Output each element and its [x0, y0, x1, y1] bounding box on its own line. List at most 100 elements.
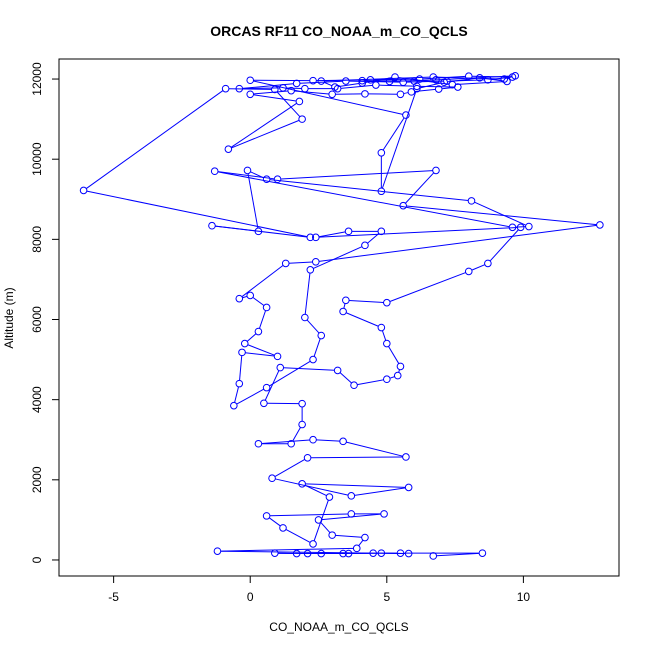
series-segment	[264, 370, 280, 401]
data-point	[246, 90, 255, 99]
series-segment	[242, 295, 248, 299]
data-point	[525, 222, 533, 231]
series-segment	[398, 369, 401, 373]
series-segment	[388, 346, 400, 364]
series-segment	[358, 539, 364, 547]
series-segment	[414, 88, 436, 93]
data-point	[273, 175, 282, 184]
y-tick-label: 2000	[30, 466, 44, 493]
data-point	[276, 363, 285, 372]
data-point	[396, 90, 405, 99]
data-point	[279, 524, 287, 532]
data-point	[342, 296, 350, 305]
data-point	[262, 175, 271, 184]
series-segment	[247, 344, 275, 356]
data-point	[377, 148, 386, 157]
data-point	[484, 259, 492, 268]
series-segment	[280, 170, 433, 180]
data-point	[399, 201, 407, 210]
y-axis-label: Altitude (m)	[2, 287, 16, 348]
data-point	[240, 339, 249, 348]
series-segment	[455, 81, 504, 85]
series-segment	[335, 534, 362, 538]
data-point	[262, 512, 271, 520]
data-point	[317, 331, 326, 340]
data-point	[213, 547, 222, 555]
series-segment	[436, 552, 480, 557]
series-segment	[403, 92, 409, 95]
data-point	[292, 79, 301, 88]
series-segment	[252, 297, 265, 306]
data-point	[309, 540, 317, 548]
data-point	[339, 307, 347, 316]
series-segment	[259, 310, 267, 329]
series-segment	[406, 80, 444, 83]
data-point	[298, 115, 306, 123]
series-group	[79, 72, 604, 560]
series-segment	[268, 517, 281, 527]
series-segment	[239, 355, 243, 381]
series-segment	[217, 171, 510, 228]
series-segment	[345, 312, 379, 327]
series-segment	[215, 225, 308, 238]
data-point	[344, 227, 353, 236]
data-point	[344, 549, 353, 558]
series-segment	[381, 91, 417, 189]
series-segment	[305, 483, 406, 488]
data-point	[596, 221, 604, 229]
data-point	[377, 187, 386, 196]
data-point	[271, 85, 279, 94]
data-point	[410, 77, 418, 85]
data-point	[235, 294, 244, 303]
series-segment	[289, 261, 313, 264]
series-segment	[381, 330, 387, 341]
data-point	[309, 76, 317, 85]
data-point	[301, 84, 309, 93]
series-segment	[242, 87, 280, 90]
data-point	[309, 355, 317, 364]
series-segment	[275, 478, 349, 496]
data-point	[298, 399, 306, 408]
data-point	[391, 73, 399, 81]
series-segment	[253, 80, 403, 115]
series-segment	[340, 84, 373, 89]
plot-area	[79, 72, 604, 560]
series-segment	[324, 81, 333, 87]
data-point	[399, 78, 407, 87]
data-point	[350, 381, 358, 390]
y-tick-label: 6000	[30, 306, 44, 333]
series-segment	[379, 84, 414, 87]
data-point	[262, 383, 271, 392]
data-point	[268, 474, 276, 483]
chart-title: ORCAS RF11 CO_NOAA_m_CO_QCLS	[210, 23, 468, 39]
data-point	[273, 352, 282, 361]
data-point	[238, 348, 246, 357]
data-point	[210, 167, 219, 176]
data-point	[361, 533, 369, 542]
data-point	[246, 76, 255, 85]
data-point	[402, 111, 410, 119]
series-segment	[419, 82, 442, 89]
series-segment	[389, 272, 466, 302]
data-point	[295, 97, 304, 106]
series-segment	[241, 264, 284, 298]
series-segment	[274, 458, 305, 477]
series-segment	[310, 456, 403, 459]
data-point	[361, 241, 369, 250]
data-point	[448, 80, 457, 89]
data-point	[393, 371, 402, 380]
plot-frame	[58, 58, 620, 577]
data-point	[440, 78, 448, 87]
x-axis: -5 0 5 10	[108, 576, 530, 604]
data-point	[377, 323, 386, 332]
series-segment	[250, 171, 264, 179]
series-segment	[313, 246, 363, 269]
series-segment	[357, 379, 384, 386]
series-segment	[471, 264, 486, 271]
data-point	[377, 549, 386, 557]
data-point	[432, 76, 440, 84]
series-segment	[242, 83, 294, 89]
data-point	[358, 79, 367, 87]
series-segment	[474, 201, 527, 226]
